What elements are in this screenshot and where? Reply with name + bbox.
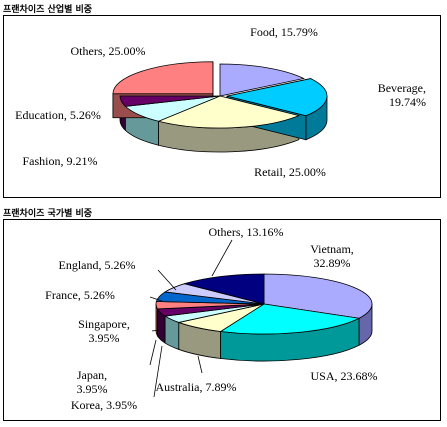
pie-slice-food bbox=[219, 63, 305, 97]
leader-line bbox=[151, 329, 160, 332]
leader-line bbox=[211, 239, 233, 277]
pie-slice-others bbox=[183, 273, 265, 305]
pie-group bbox=[149, 239, 373, 398]
leader-line bbox=[149, 339, 157, 366]
slice-label-beverage: Beverage, 19.74% bbox=[378, 81, 426, 109]
slice-label-singapore: Singapore, 3.95% bbox=[78, 317, 130, 345]
slice-label-retail: Retail, 25.00% bbox=[254, 165, 326, 179]
chart2-frame: Vietnam, 32.89% USA, 23.68% Australia, 7.89… bbox=[3, 219, 441, 421]
pie-slice-retail bbox=[157, 95, 301, 129]
leader-line bbox=[153, 345, 163, 398]
slice-label-fashion: Fashion, 9.21% bbox=[23, 154, 98, 168]
slice-label-korea: Korea, 3.95% bbox=[71, 398, 137, 412]
slice-label-others: Others, 25.00% bbox=[71, 44, 146, 58]
leader-line bbox=[157, 269, 177, 291]
slice-label-vietnam: Vietnam, 32.89% bbox=[310, 242, 354, 270]
leader-line bbox=[197, 355, 203, 374]
slice-label-australia: Australia, 7.89% bbox=[156, 380, 237, 394]
chart2-title: 프랜차이즈 국가별 비중 bbox=[3, 209, 93, 219]
slice-label-food: Food, 15.79% bbox=[250, 25, 318, 39]
chart1-plot: Food, 15.79% Beverage, 19.74% Retail, 25.00… bbox=[15, 25, 426, 179]
pie-slice-vietnam bbox=[263, 273, 373, 319]
slice-label-education: Education, 5.26% bbox=[15, 108, 101, 122]
slice-label-others: Others, 13.16% bbox=[209, 225, 284, 239]
pie-slice-beverage bbox=[226, 78, 328, 117]
pie-slice-education bbox=[119, 95, 221, 107]
pie-slice-others bbox=[112, 61, 214, 95]
leader-line bbox=[149, 296, 163, 302]
chart1-frame: Food, 15.79% Beverage, 19.74% Retail, 25.00… bbox=[3, 15, 441, 198]
pie-group bbox=[112, 61, 328, 153]
chart1-title: 프랜차이즈 산업별 비중 bbox=[3, 5, 93, 15]
slice-label-england: England, 5.26% bbox=[59, 258, 136, 272]
slice-label-usa: USA, 23.68% bbox=[310, 369, 377, 383]
slice-label-france: France, 5.26% bbox=[45, 288, 115, 302]
pie-slice-usa bbox=[219, 303, 361, 335]
slice-label-japan: Japan, 3.95% bbox=[77, 368, 108, 396]
chart2-plot: Vietnam, 32.89% USA, 23.68% Australia, 7.89… bbox=[45, 225, 377, 412]
